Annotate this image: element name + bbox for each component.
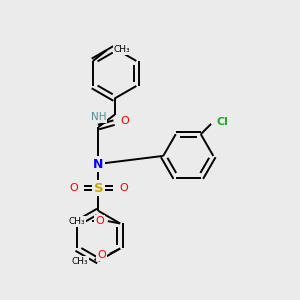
Text: CH₃: CH₃	[114, 45, 130, 54]
Text: CH₃: CH₃	[71, 257, 88, 266]
Text: O: O	[69, 183, 78, 193]
Text: Cl: Cl	[216, 117, 228, 127]
Text: O: O	[98, 250, 106, 260]
Text: O: O	[119, 183, 128, 193]
Text: N: N	[93, 158, 104, 171]
Text: O: O	[95, 216, 104, 226]
Text: S: S	[94, 182, 103, 195]
Text: CH₃: CH₃	[68, 217, 85, 226]
Text: O: O	[120, 116, 129, 126]
Text: NH: NH	[91, 112, 106, 122]
